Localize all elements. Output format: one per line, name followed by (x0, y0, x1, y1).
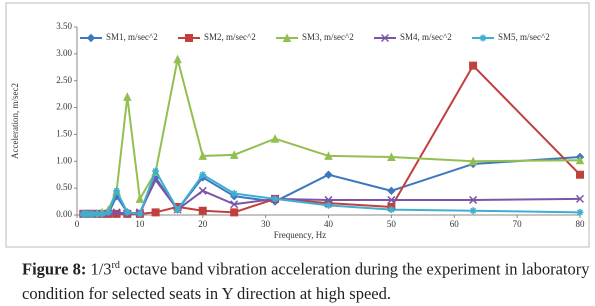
y-tick-label: 0.50 (56, 182, 72, 192)
data-point (173, 54, 182, 64)
caption: Figure 8: 1/3rd octave band vibration ac… (22, 254, 592, 306)
legend-marker (282, 33, 292, 42)
data-point (230, 200, 239, 209)
legend-marker (185, 34, 193, 42)
caption-text: octave band vibration acceleration durin… (22, 259, 590, 303)
data-point (387, 152, 396, 161)
data-point (325, 201, 332, 209)
y-tick-label: 0.00 (56, 209, 72, 219)
legend-marker (380, 33, 390, 43)
x-tick-label: 60 (450, 219, 460, 229)
caption-superscript: rd (111, 260, 120, 271)
data-point (468, 156, 478, 166)
y-tick-label: 3.00 (56, 48, 72, 58)
data-point (112, 208, 121, 217)
data-point (576, 208, 584, 216)
x-axis-title: Frequency, Hz (274, 230, 326, 240)
data-point (271, 195, 279, 203)
data-point (136, 210, 144, 218)
data-point (270, 134, 280, 143)
data-point (575, 194, 585, 203)
data-point (198, 151, 208, 160)
data-point (324, 151, 333, 160)
data-point (230, 190, 238, 198)
data-point (387, 195, 396, 204)
data-point (469, 61, 478, 70)
legend-label: SM2, m/sec^2 (204, 32, 256, 42)
data-point (135, 194, 145, 203)
x-tick-label: 70 (513, 219, 523, 229)
data-point (152, 167, 160, 175)
caption-label: Figure 8: (22, 259, 87, 279)
data-point (93, 210, 101, 218)
data-point (89, 210, 97, 218)
chart-border (5, 2, 590, 248)
chart: Acceleration, m/sec2 Frequency, Hz 0.000… (5, 2, 590, 248)
data-point (387, 206, 395, 214)
data-point (198, 186, 207, 195)
data-point (575, 155, 585, 165)
legend-marker (86, 33, 96, 43)
y-tick-label: 2.00 (56, 102, 72, 112)
data-point (387, 186, 396, 196)
data-point (576, 170, 584, 179)
legend-label: SM4, m/sec^2 (400, 32, 452, 42)
y-axis-title: Acceleration, m/sec2 (10, 83, 20, 159)
x-tick-label: 80 (576, 219, 586, 229)
data-point (122, 92, 132, 101)
data-point (469, 195, 478, 204)
y-tick-label: 1.00 (56, 155, 72, 165)
legend-marker (479, 34, 487, 42)
y-tick-label: 3.50 (56, 21, 72, 31)
data-point (98, 210, 106, 218)
data-point (199, 171, 207, 179)
caption-fraction: 1/3 (90, 259, 112, 279)
data-point (151, 208, 160, 217)
y-tick-label: 1.50 (56, 128, 72, 138)
x-tick-label: 40 (324, 219, 334, 229)
data-point (123, 208, 131, 216)
legend-label: SM5, m/sec^2 (498, 32, 550, 42)
series-line (83, 58, 581, 215)
series-line (83, 64, 581, 215)
x-tick-label: 50 (387, 219, 397, 229)
legend-label: SM1, m/sec^2 (106, 32, 158, 42)
data-point (113, 187, 121, 195)
data-point (230, 208, 239, 217)
x-tick-label: 20 (198, 219, 208, 229)
data-point (324, 170, 333, 179)
data-point (229, 150, 239, 159)
legend-label: SM3, m/sec^2 (302, 32, 354, 42)
data-point (469, 207, 477, 215)
y-tick-label: 2.50 (56, 75, 72, 85)
data-point (324, 195, 333, 204)
x-tick-label: 10 (135, 219, 145, 229)
data-point (198, 206, 207, 215)
data-point (104, 208, 112, 216)
data-point (174, 206, 182, 214)
x-tick-label: 30 (261, 219, 271, 229)
x-tick-label: 0 (75, 219, 80, 229)
